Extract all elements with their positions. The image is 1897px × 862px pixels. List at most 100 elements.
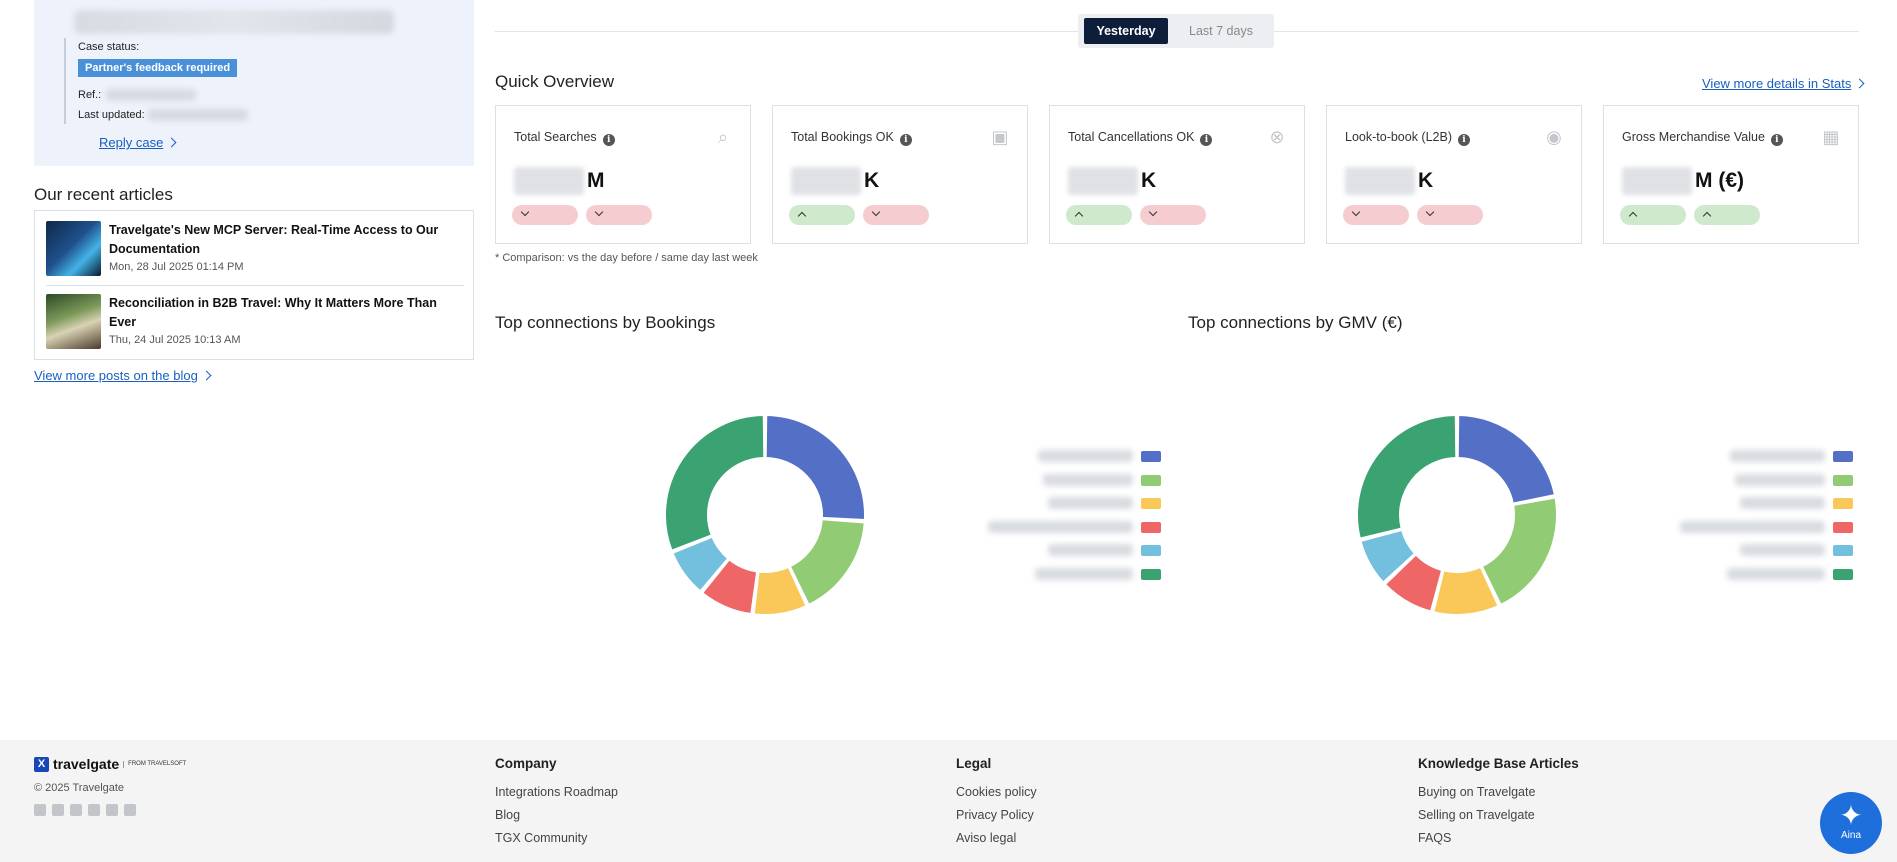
article-title[interactable]: Travelgate's New MCP Server: Real-Time A…: [109, 223, 439, 256]
donut-slice[interactable]: [764, 414, 866, 522]
kpi-value: M (€): [1622, 166, 1744, 196]
legend-item[interactable]: [981, 446, 1161, 470]
legend-item[interactable]: [981, 540, 1161, 564]
footer-link[interactable]: Selling on Travelgate: [1418, 808, 1535, 822]
article-item[interactable]: Reconciliation in B2B Travel: Why It Mat…: [46, 294, 466, 349]
kpi-card: Look-to-book (L2B) i ◉ K: [1326, 105, 1582, 244]
footer-link[interactable]: Integrations Roadmap: [495, 785, 618, 799]
footer-column-title: Legal: [956, 756, 992, 771]
article-date: Mon, 28 Jul 2025 01:14 PM: [109, 261, 244, 273]
legend-swatch: [1141, 451, 1161, 462]
twitter-icon[interactable]: [34, 804, 46, 816]
legend-swatch: [1141, 498, 1161, 509]
kpi-value: K: [791, 166, 879, 196]
kpi-unit: K: [1418, 169, 1434, 192]
gift-icon: ▦: [1822, 127, 1840, 147]
case-status-badge: Partner's feedback required: [78, 59, 238, 77]
legend-item[interactable]: [981, 517, 1161, 541]
article-item[interactable]: Travelgate's New MCP Server: Real-Time A…: [46, 221, 466, 276]
kpi-label: Gross Merchandise Value i: [1622, 130, 1783, 146]
last-7-days-tab[interactable]: Last 7 days: [1189, 24, 1253, 38]
donut-slice[interactable]: [671, 535, 730, 593]
article-title[interactable]: Reconciliation in B2B Travel: Why It Mat…: [109, 296, 437, 329]
instagram-icon[interactable]: [106, 804, 118, 816]
legend-item[interactable]: [981, 470, 1161, 494]
donut-slice[interactable]: [788, 518, 866, 606]
chevron-up-icon: [1628, 211, 1638, 221]
footer-column-title: Knowledge Base Articles: [1418, 756, 1579, 771]
info-icon[interactable]: i: [602, 134, 615, 146]
more-posts-link[interactable]: View more posts on the blog: [34, 368, 212, 383]
footer-link[interactable]: Privacy Policy: [956, 808, 1034, 822]
linkedin-icon[interactable]: [70, 804, 82, 816]
kpi-unit: M (€): [1695, 169, 1744, 192]
info-icon[interactable]: i: [1458, 134, 1471, 146]
legend-swatch: [1833, 521, 1853, 533]
donut-slice[interactable]: [1456, 414, 1556, 505]
article-thumbnail: [46, 294, 101, 349]
yesterday-tab[interactable]: Yesterday: [1084, 18, 1168, 44]
footer-link[interactable]: Buying on Travelgate: [1418, 785, 1536, 799]
aina-assistant-button[interactable]: ✦ Aina: [1820, 792, 1882, 854]
legend-item[interactable]: [1673, 517, 1853, 541]
case-ref-redacted: [106, 89, 196, 101]
legend-label-redacted: [1727, 567, 1825, 580]
travelgate-logo[interactable]: X travelgate FROM TRAVELSOFT: [34, 756, 186, 772]
donut-slice[interactable]: [752, 565, 808, 616]
legend-item[interactable]: [1673, 493, 1853, 517]
legend-item[interactable]: [981, 564, 1161, 588]
info-icon[interactable]: i: [1200, 134, 1213, 146]
kpi-label: Total Bookings OK i: [791, 130, 912, 146]
article-thumbnail: [46, 221, 101, 276]
footer-link[interactable]: Blog: [495, 808, 521, 822]
footer-column-title: Company: [495, 756, 557, 771]
kpi-value-redacted: [1068, 167, 1138, 195]
donut-slice[interactable]: [1359, 528, 1416, 584]
kpi-trends: [1343, 205, 1483, 225]
legend-item[interactable]: [1673, 540, 1853, 564]
trend-down-badge: [863, 205, 929, 225]
legend-label-redacted: [988, 520, 1133, 533]
kpi-trends: [789, 205, 929, 225]
donut-slice[interactable]: [701, 558, 759, 616]
legend-item[interactable]: [1673, 564, 1853, 588]
info-icon[interactable]: i: [899, 134, 912, 146]
bookings-chart-legend: [981, 446, 1161, 587]
facebook-icon[interactable]: [52, 804, 64, 816]
donut-slice[interactable]: [1480, 496, 1558, 606]
articles-list: Travelgate's New MCP Server: Real-Time A…: [34, 210, 474, 360]
donut-slice[interactable]: [1432, 565, 1500, 616]
kpi-value-redacted: [1622, 167, 1692, 195]
legend-item[interactable]: [981, 493, 1161, 517]
kpi-label: Total Cancellations OK i: [1068, 130, 1213, 146]
stats-details-link[interactable]: View more details in Stats: [1702, 76, 1865, 91]
trend-up-badge: [1620, 205, 1686, 225]
reply-case-link[interactable]: Reply case: [99, 135, 177, 150]
legend-item[interactable]: [1673, 446, 1853, 470]
trend-up-badge: [1066, 205, 1132, 225]
comparison-note: * Comparison: vs the day before / same d…: [495, 252, 758, 264]
youtube-icon[interactable]: [88, 804, 100, 816]
footer-link[interactable]: TGX Community: [495, 831, 588, 845]
donut-slice[interactable]: [664, 414, 766, 552]
chevron-right-icon: [166, 137, 177, 148]
legend-swatch: [1141, 474, 1161, 486]
x-logo-icon: X: [34, 756, 49, 772]
legend-swatch: [1833, 451, 1853, 462]
case-summary-panel: Case status: Partner's feedback required…: [34, 0, 474, 166]
footer-link[interactable]: Aviso legal: [956, 831, 1017, 845]
social-links: [34, 804, 136, 816]
chevron-up-icon: [1702, 211, 1712, 221]
legend-swatch: [1141, 568, 1161, 580]
trend-down-badge: [1343, 205, 1409, 225]
kpi-trends: [1066, 205, 1206, 225]
donut-slice[interactable]: [1356, 414, 1458, 540]
footer-link[interactable]: FAQS: [1418, 831, 1452, 845]
footer-link[interactable]: Cookies policy: [956, 785, 1037, 799]
community-icon[interactable]: [124, 804, 136, 816]
chevron-down-icon: [594, 207, 604, 217]
legend-item[interactable]: [1673, 470, 1853, 494]
info-icon[interactable]: i: [1770, 134, 1783, 146]
legend-label-redacted: [1035, 567, 1133, 580]
donut-slice[interactable]: [1383, 553, 1444, 613]
